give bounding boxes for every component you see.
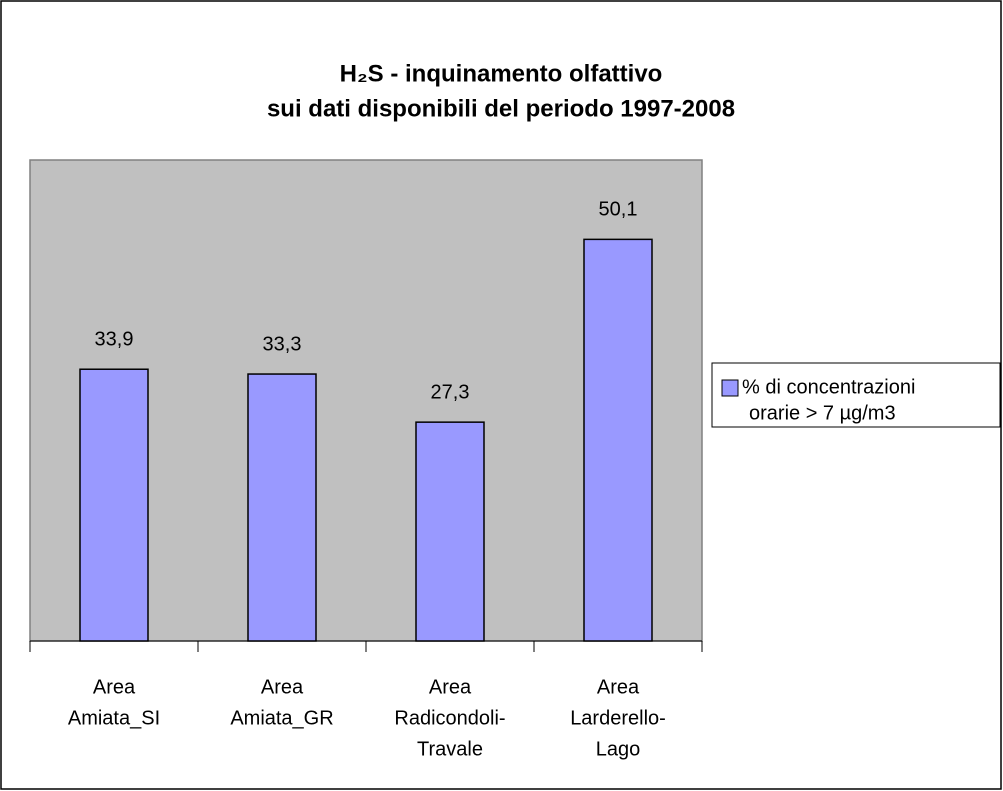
- bar: [247, 373, 317, 642]
- data-label: 27,3: [431, 381, 470, 403]
- x-tick-label: Amiata_SI: [68, 707, 160, 729]
- legend-box: [711, 362, 1001, 428]
- chart-title: H₂S - inquinamento olfattivo: [340, 60, 663, 87]
- legend-label: orarie > 7 µg/m3: [749, 402, 896, 424]
- legend-swatch: [721, 379, 739, 397]
- x-tick-label: Radicondoli-: [394, 707, 505, 729]
- x-tick-label: Area: [429, 676, 472, 698]
- x-tick-label: Larderello-: [570, 707, 666, 729]
- x-tick-label: Travale: [417, 738, 483, 760]
- data-label: 33,9: [95, 329, 134, 351]
- bar: [583, 238, 653, 642]
- bar: [79, 368, 149, 642]
- data-label: 33,3: [263, 333, 302, 355]
- x-tick-label: Area: [261, 676, 304, 698]
- x-tick-label: Amiata_GR: [230, 707, 333, 729]
- chart-title: sui dati disponibili del periodo 1997-20…: [267, 95, 735, 122]
- bar: [415, 421, 485, 642]
- x-tick-label: Area: [597, 676, 640, 698]
- x-tick-label: Lago: [596, 738, 641, 760]
- x-tick-label: Area: [93, 676, 136, 698]
- legend-label: % di concentrazioni: [742, 376, 915, 398]
- data-label: 50,1: [599, 199, 638, 221]
